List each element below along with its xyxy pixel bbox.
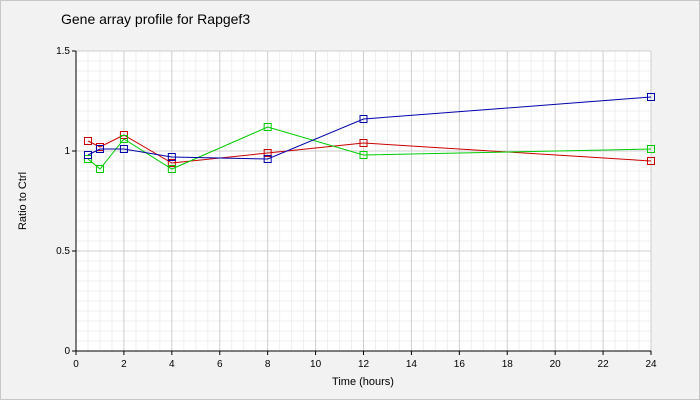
- series-1-point: [167, 159, 176, 167]
- x-tick-label: 6: [217, 359, 223, 370]
- x-tick-label: 8: [265, 359, 271, 370]
- series-3-point: [167, 153, 176, 161]
- y-tick-label: 0: [64, 346, 70, 357]
- y-tick-label: 0.5: [56, 246, 70, 257]
- series-3-point: [647, 93, 655, 101]
- series-2-point: [167, 165, 176, 173]
- series-1-point: [83, 137, 92, 145]
- y-tick-label: 1: [64, 146, 70, 157]
- x-tick-label: 24: [645, 359, 657, 370]
- y-axis-title: Ratio to Ctrl: [17, 172, 29, 230]
- series-1-point: [359, 139, 368, 147]
- series-3-point: [95, 145, 104, 153]
- series-line-2: [87, 126, 652, 170]
- series-2-point: [119, 135, 128, 143]
- x-tick-label: 20: [550, 359, 562, 370]
- chart-title: Gene array profile for Rapgef3: [61, 11, 251, 27]
- series-3-point: [359, 115, 368, 123]
- x-tick-label: 0: [73, 359, 79, 370]
- x-tick-label: 22: [598, 359, 610, 370]
- x-tick-label: 14: [406, 359, 418, 370]
- series-2-point: [263, 123, 272, 131]
- x-tick-label: 10: [310, 359, 322, 370]
- series-line-1: [87, 134, 652, 164]
- series-line-3: [87, 96, 652, 160]
- series-3-point: [263, 155, 272, 163]
- x-axis-title: Time (hours): [332, 376, 394, 388]
- series-1-point: [647, 157, 655, 165]
- series-3-point: [83, 151, 92, 159]
- x-tick-label: 16: [454, 359, 466, 370]
- series-3-point: [119, 145, 128, 153]
- x-tick-label: 2: [121, 359, 127, 370]
- series-2-point: [95, 165, 104, 173]
- series-2-point: [647, 145, 655, 153]
- x-tick-label: 18: [502, 359, 514, 370]
- x-tick-label: 12: [358, 359, 370, 370]
- series-1-point: [263, 149, 272, 157]
- x-tick-label: 4: [169, 359, 175, 370]
- y-tick-label: 1.5: [56, 46, 70, 57]
- series-2-point: [359, 151, 368, 159]
